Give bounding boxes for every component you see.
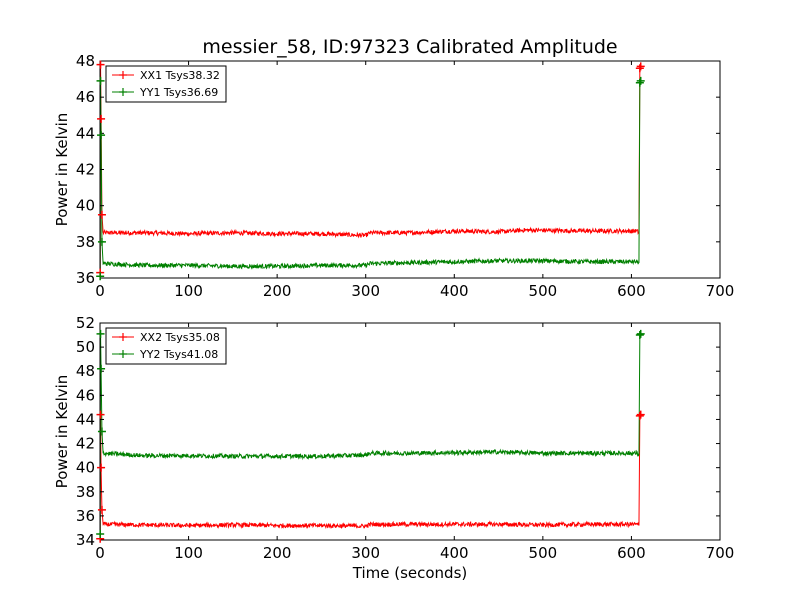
x-tick-label: 400 — [440, 282, 469, 300]
x-tick-label: 200 — [263, 282, 292, 300]
y-tick-label: 38 — [76, 233, 95, 251]
data-point-yy1 — [97, 237, 106, 246]
y-tick-label: 44 — [76, 410, 95, 428]
data-point-yy1 — [96, 272, 105, 281]
data-point-yy1 — [635, 78, 644, 87]
y-tick-label: 46 — [76, 88, 95, 106]
top-y-axis-label: Power in Kelvin — [53, 113, 71, 227]
data-point-xx1 — [97, 210, 106, 219]
bottom-y-axis-label: Power in Kelvin — [53, 375, 71, 489]
series-line-yy2 — [100, 333, 642, 534]
x-tick-label: 600 — [617, 544, 646, 562]
data-point-yy1 — [96, 76, 105, 85]
data-point-yy2 — [97, 427, 106, 436]
x-tick-label: 400 — [440, 544, 469, 562]
data-point-xx2 — [96, 410, 105, 419]
y-tick-label: 36 — [76, 269, 95, 287]
series-line-xx1 — [100, 64, 642, 273]
y-tick-label: 48 — [76, 52, 95, 70]
bottom-legend-box — [105, 327, 227, 365]
data-point-yy2 — [97, 364, 106, 373]
top-legend-box — [105, 65, 227, 103]
series-line-xx2 — [100, 414, 642, 539]
data-point-yy2 — [635, 331, 644, 340]
data-point-yy2 — [96, 329, 105, 338]
legend-label: XX1 Tsys38.32 — [140, 69, 220, 82]
legend-marker — [119, 333, 127, 341]
data-point-yy1 — [97, 131, 106, 140]
chart-title: messier_58, ID:97323 Calibrated Amplitud… — [202, 36, 617, 58]
data-point-xx1 — [96, 60, 105, 69]
legend-marker — [119, 350, 127, 358]
series-line-yy1 — [100, 80, 642, 277]
x-tick-label: 200 — [263, 544, 292, 562]
data-point-xx2 — [636, 410, 645, 419]
y-tick-label: 38 — [76, 483, 95, 501]
bottom-series-layer — [100, 333, 642, 539]
x-tick-label: 500 — [529, 544, 558, 562]
y-tick-label: 50 — [76, 338, 95, 356]
y-tick-label: 52 — [76, 314, 95, 332]
bottom-legend: XX2 Tsys35.08 YY2 Tsys41.08 — [105, 327, 227, 365]
x-tick-label: 700 — [706, 282, 735, 300]
x-tick-label: 0 — [95, 282, 105, 300]
x-tick-label: 0 — [95, 544, 105, 562]
data-point-xx2 — [97, 463, 106, 472]
bottom-x-axis-label: Time (seconds) — [352, 564, 468, 582]
bottom-ticks: 0 100 200 300 400 500 600 700 34 36 38 40 42 44 46 48 50… — [76, 314, 734, 562]
data-point-yy1 — [636, 76, 645, 85]
data-point-xx1 — [635, 64, 644, 73]
y-tick-label: 40 — [76, 197, 95, 215]
x-tick-label: 300 — [351, 282, 380, 300]
legend-label: YY1 Tsys36.69 — [139, 86, 218, 99]
data-point-yy2 — [636, 329, 645, 338]
legend-marker — [119, 71, 127, 79]
y-tick-label: 44 — [76, 124, 95, 142]
data-point-xx1 — [97, 114, 106, 123]
y-tick-label: 34 — [76, 531, 95, 549]
data-point-xx1 — [636, 62, 645, 71]
x-tick-label: 100 — [174, 544, 203, 562]
top-ticks: 0 100 200 300 400 500 600 700 36 38 40 42 44 46 48 — [76, 52, 734, 300]
data-point-xx2 — [97, 505, 106, 514]
legend-marker — [119, 88, 127, 96]
x-tick-label: 300 — [351, 544, 380, 562]
y-tick-label: 46 — [76, 386, 95, 404]
legend-label: YY2 Tsys41.08 — [139, 348, 218, 361]
top-subplot: 0 100 200 300 400 500 600 700 36 38 40 42 44 46 48 Pow… — [53, 52, 734, 300]
x-tick-label: 600 — [617, 282, 646, 300]
y-tick-label: 40 — [76, 459, 95, 477]
y-tick-label: 48 — [76, 362, 95, 380]
y-tick-label: 42 — [76, 435, 95, 453]
legend-label: XX2 Tsys35.08 — [140, 331, 220, 344]
y-tick-label: 36 — [76, 507, 95, 525]
bottom-subplot: 0 100 200 300 400 500 600 700 34 36 38 40 42 44 46 48 50… — [53, 314, 734, 582]
x-tick-label: 500 — [529, 282, 558, 300]
data-point-yy2 — [96, 529, 105, 538]
data-point-xx2 — [635, 411, 644, 420]
top-series-layer — [100, 64, 642, 277]
top-legend: XX1 Tsys38.32 YY1 Tsys36.69 — [105, 65, 227, 103]
x-tick-label: 700 — [706, 544, 735, 562]
x-tick-label: 100 — [174, 282, 203, 300]
y-tick-label: 42 — [76, 161, 95, 179]
